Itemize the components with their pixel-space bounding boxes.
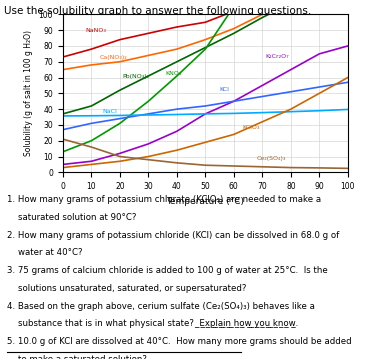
Text: NaCl: NaCl bbox=[103, 109, 118, 114]
Text: NaNO₃: NaNO₃ bbox=[86, 28, 107, 33]
Y-axis label: Solubility (g of salt in 100 g H₂O): Solubility (g of salt in 100 g H₂O) bbox=[24, 31, 33, 156]
Text: Ce₂(SO₄)₃: Ce₂(SO₄)₃ bbox=[257, 156, 286, 161]
Text: saturated solution at 90°C?: saturated solution at 90°C? bbox=[7, 213, 137, 222]
Text: Pb(NO₃)₂: Pb(NO₃)₂ bbox=[123, 74, 150, 79]
Text: K₂Cr₂O₇: K₂Cr₂O₇ bbox=[265, 53, 289, 59]
Text: Use the solubility graph to answer the following questions.: Use the solubility graph to answer the f… bbox=[4, 6, 311, 16]
Text: 2. How many grams of potassium chloride (KCl) can be dissolved in 68.0 g of: 2. How many grams of potassium chloride … bbox=[7, 231, 340, 240]
X-axis label: Temperature (°C): Temperature (°C) bbox=[166, 197, 244, 206]
Text: KCl: KCl bbox=[220, 87, 229, 92]
Text: solutions unsaturated, saturated, or supersaturated?: solutions unsaturated, saturated, or sup… bbox=[7, 284, 247, 293]
Text: 1. How many grams of potassium chlorate (KClO₃) are needed to make a: 1. How many grams of potassium chlorate … bbox=[7, 195, 322, 204]
Text: 5. 10.0 g of KCl are dissolved at 40°C.  How many more grams should be added: 5. 10.0 g of KCl are dissolved at 40°C. … bbox=[7, 337, 352, 346]
Text: 3. 75 grams of calcium chloride is added to 100 g of water at 25°C.  Is the: 3. 75 grams of calcium chloride is added… bbox=[7, 266, 328, 275]
Text: to make a saturated solution?: to make a saturated solution? bbox=[7, 355, 147, 359]
Text: KClO₃: KClO₃ bbox=[242, 125, 260, 130]
Text: substance that is in what physical state?  ̲E̲x̲p̲l̲a̲i̲n̲ ̲h̲o̲w̲ ̲y̲o̲u̲ ̲k̲n̲: substance that is in what physical state… bbox=[7, 320, 299, 328]
Text: Ca(NO₃)₂: Ca(NO₃)₂ bbox=[100, 55, 128, 60]
Text: water at 40°C?: water at 40°C? bbox=[7, 248, 83, 257]
Text: KNO₃: KNO₃ bbox=[165, 71, 182, 76]
Text: 4. Based on the graph above, cerium sulfate (Ce₂(SO₄)₃) behaves like a: 4. Based on the graph above, cerium sulf… bbox=[7, 302, 315, 311]
